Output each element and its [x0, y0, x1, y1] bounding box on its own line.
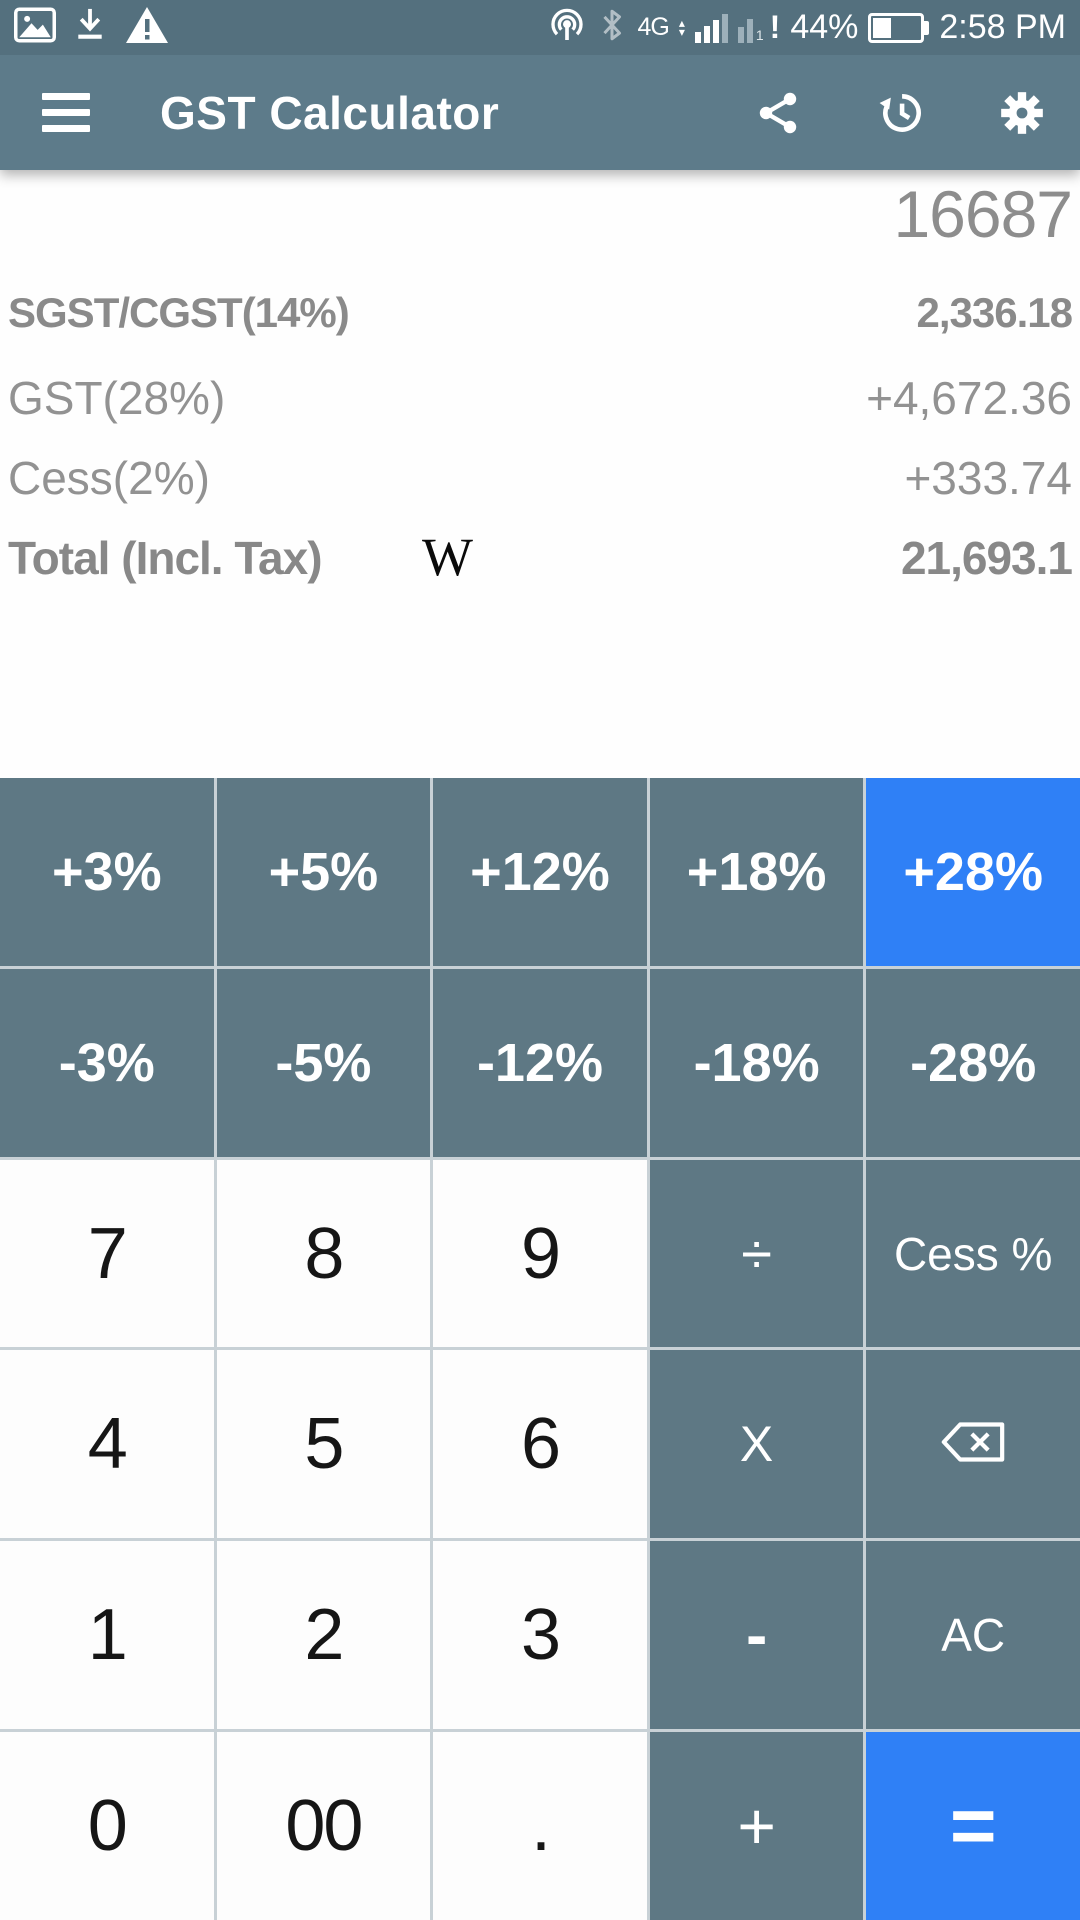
app-bar: GST Calculator	[0, 55, 1080, 170]
bluetooth-icon	[597, 5, 627, 50]
key-4[interactable]: 4	[0, 1350, 214, 1539]
key-minus-5-percent[interactable]: -5%	[216, 968, 431, 1157]
amount-display: 16687	[893, 177, 1073, 251]
gst-row: GST(28%) +4,672.36	[8, 371, 1072, 425]
gst-label: GST(28%)	[8, 371, 226, 424]
history-button[interactable]	[874, 87, 926, 139]
key-5[interactable]: 5	[216, 1350, 431, 1539]
key-7[interactable]: 7	[0, 1159, 214, 1348]
sgst-cgst-label: SGST/CGST(14%)	[8, 288, 350, 336]
sgst-cgst-row: SGST/CGST(14%) 2,336.18	[8, 288, 1073, 337]
sgst-cgst-value: 2,336.18	[916, 288, 1073, 336]
key-plus-12-percent[interactable]: +12%	[433, 778, 647, 966]
gst-value: +4,672.36	[866, 371, 1072, 424]
backspace-icon	[938, 1418, 1008, 1471]
key-plus-3-percent[interactable]: +3%	[0, 778, 214, 966]
notification-icons	[14, 5, 170, 50]
key-minus-12-percent[interactable]: -12%	[433, 968, 647, 1157]
total-label: Total (Incl. Tax)	[8, 531, 323, 584]
clock: 2:58 PM	[939, 8, 1066, 46]
key-minus-3-percent[interactable]: -3%	[0, 968, 214, 1157]
key-6[interactable]: 6	[433, 1350, 647, 1539]
page-title: GST Calculator	[160, 86, 500, 139]
calculator-display: 16687 SGST/CGST(14%) 2,336.18 GST(28%) +…	[0, 170, 1080, 778]
settings-button[interactable]	[996, 87, 1048, 139]
key-plus-28-percent-active[interactable]: +28%	[866, 778, 1080, 966]
cess-row: Cess(2%) +333.74	[8, 451, 1072, 505]
signal-bars-sim2: 1	[737, 13, 764, 43]
key-decimal-point[interactable]: .	[433, 1732, 647, 1920]
key-minus-18-percent[interactable]: -18%	[649, 968, 864, 1157]
keypad: +3% +5% +12% +18% +28% -3% -5% -12% -18%…	[0, 778, 1080, 1920]
key-9[interactable]: 9	[433, 1159, 647, 1348]
key-minus-28-percent[interactable]: -28%	[866, 968, 1080, 1157]
cess-value: +333.74	[904, 451, 1072, 504]
status-bar: 4G ▴ ▾ 1 ! 44% 2:58 PM	[0, 0, 1080, 55]
key-3[interactable]: 3	[433, 1541, 647, 1730]
key-plus-5-percent[interactable]: +5%	[216, 778, 431, 966]
key-plus-18-percent[interactable]: +18%	[649, 778, 864, 966]
key-multiply[interactable]: X	[649, 1350, 864, 1539]
total-row: Total (Incl. Tax) 21,693.1	[8, 531, 1073, 585]
battery-percent: 44%	[790, 8, 859, 46]
total-value: 21,693.1	[900, 531, 1073, 584]
key-0[interactable]: 0	[0, 1732, 214, 1920]
network-type-label: 4G	[637, 13, 669, 41]
key-2[interactable]: 2	[216, 1541, 431, 1730]
key-divide[interactable]: ÷	[649, 1159, 864, 1348]
key-backspace[interactable]	[866, 1350, 1080, 1539]
gallery-icon	[14, 7, 56, 48]
key-cess-percent[interactable]: Cess %	[866, 1159, 1080, 1348]
battery-icon	[868, 12, 930, 43]
watermark-w: W	[422, 527, 473, 587]
key-subtract[interactable]: -	[649, 1541, 864, 1730]
key-8[interactable]: 8	[216, 1159, 431, 1348]
key-equals[interactable]: =	[866, 1732, 1080, 1920]
share-button[interactable]	[752, 87, 804, 139]
cess-label: Cess(2%)	[8, 451, 210, 504]
key-1[interactable]: 1	[0, 1541, 214, 1730]
key-double-0[interactable]: 00	[216, 1732, 431, 1920]
menu-button[interactable]	[42, 93, 90, 132]
key-add[interactable]: +	[649, 1732, 864, 1920]
sim-alert: !	[769, 9, 781, 45]
download-icon	[72, 6, 108, 49]
signal-bars-sim1	[694, 13, 728, 43]
hotspot-icon	[547, 5, 587, 50]
sim2-number: 1	[755, 26, 764, 43]
key-all-clear[interactable]: AC	[866, 1541, 1080, 1730]
warning-icon	[124, 5, 170, 50]
data-activity-arrows: ▴ ▾	[678, 15, 685, 39]
